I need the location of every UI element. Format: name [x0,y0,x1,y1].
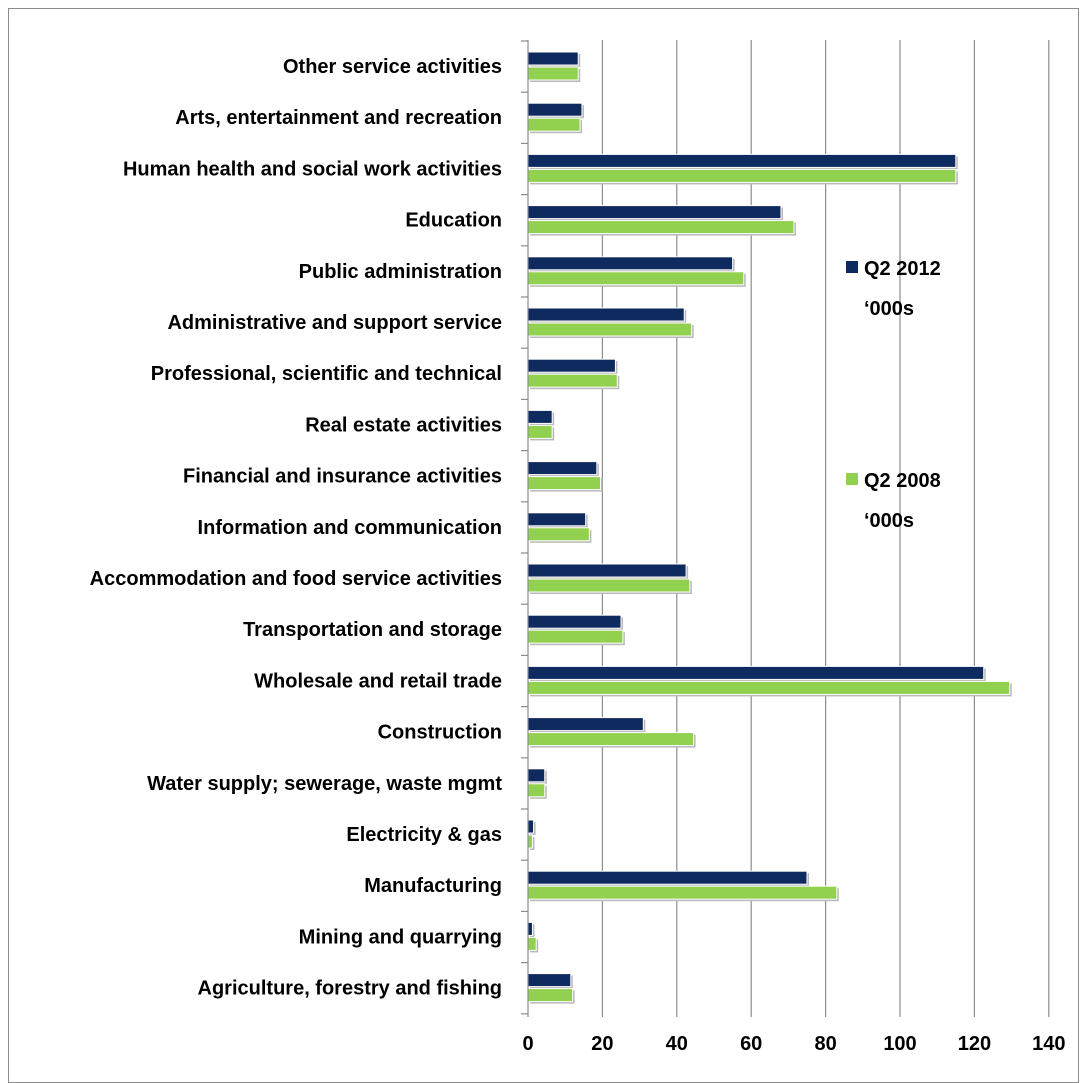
bar-q2-2012 [527,51,579,66]
bar-q2-2012 [527,512,587,527]
category-label: Arts, entertainment and recreation [175,107,502,129]
bar-q2-2008 [527,834,533,849]
bar-q2-2008 [527,373,618,388]
bar-q2-2008 [527,578,691,593]
category-label: Human health and social work activities [123,158,502,180]
legend-label: Q2 2012 [864,258,941,280]
bar-q2-2008 [527,220,795,235]
category-label: Construction [378,722,502,744]
bar-q2-2012 [527,153,957,168]
bar-q2-2008 [527,885,838,900]
bar-q2-2008 [527,117,581,132]
x-tick-label: 0 [522,1033,533,1055]
bar-q2-2008 [527,322,693,337]
legend: Q2 2012 ‘000s Q2 2008 ‘000s [846,258,941,532]
legend-label: ‘000s [864,510,914,532]
y-axis [521,40,529,1017]
bar-q2-2008 [527,527,590,542]
category-label: Agriculture, forestry and fishing [198,978,502,1000]
category-label: Public administration [299,261,502,283]
x-tick-label: 20 [591,1033,613,1055]
x-tick-label: 140 [1032,1033,1065,1055]
x-tick-labels: 0 20 40 60 80 100 120 140 [522,1033,1065,1055]
category-labels: Other service activities Arts, entertainm… [90,56,503,1000]
bar-q2-2008 [527,424,553,439]
bar-q2-2012 [527,358,616,373]
bar-q2-2012 [527,102,583,117]
category-label: Mining and quarrying [299,926,502,948]
category-label: Accommodation and food service activitie… [90,568,502,590]
bar-q2-2012 [527,614,622,629]
bar-q2-2008 [527,680,1011,695]
category-label: Water supply; sewerage, waste mgmt [147,773,502,795]
x-tick-label: 40 [666,1033,688,1055]
bar-q2-2008 [527,476,602,491]
x-tick-label: 80 [814,1033,836,1055]
bar-q2-2012 [527,921,533,936]
x-tick-label: 120 [958,1033,991,1055]
category-label: Administrative and support service [167,312,502,334]
bar-q2-2012 [527,819,535,834]
bar-q2-2008 [527,629,624,644]
bar-q2-2012 [527,870,808,885]
category-label: Electricity & gas [346,824,502,846]
category-label: Other service activities [283,56,502,78]
legend-label: ‘000s [864,298,914,320]
bar-q2-2012 [527,973,572,988]
bar-q2-2008 [527,988,574,1003]
category-label: Information and communication [198,517,502,539]
bars [527,51,1012,1004]
bar-q2-2012 [527,563,687,578]
bar-q2-2012 [527,205,782,220]
legend-swatch [846,261,858,273]
bar-q2-2008 [527,66,579,81]
bar-q2-2008 [527,271,745,286]
gridlines [601,40,1050,1017]
category-label: Professional, scientific and technical [151,363,502,385]
bar-q2-2012 [527,665,985,680]
x-tick-label: 60 [740,1033,762,1055]
category-label: Transportation and storage [243,619,502,641]
bar-q2-2012 [527,461,598,476]
bar-q2-2008 [527,168,957,183]
bar-q2-2012 [527,307,685,322]
category-label: Manufacturing [364,875,502,897]
x-tick-label: 100 [883,1033,916,1055]
bar-q2-2012 [527,717,644,732]
category-label: Financial and insurance activities [183,466,502,488]
category-label: Education [405,210,502,232]
bar-q2-2008 [527,732,695,747]
legend-label: Q2 2008 [864,470,941,492]
legend-swatch [846,473,858,485]
bar-q2-2012 [527,256,734,271]
bar-q2-2008 [527,783,546,798]
bar-q2-2012 [527,768,546,783]
category-label: Real estate activities [305,414,502,436]
bar-q2-2008 [527,936,537,951]
category-label: Wholesale and retail trade [254,670,502,692]
bar-q2-2012 [527,409,553,424]
